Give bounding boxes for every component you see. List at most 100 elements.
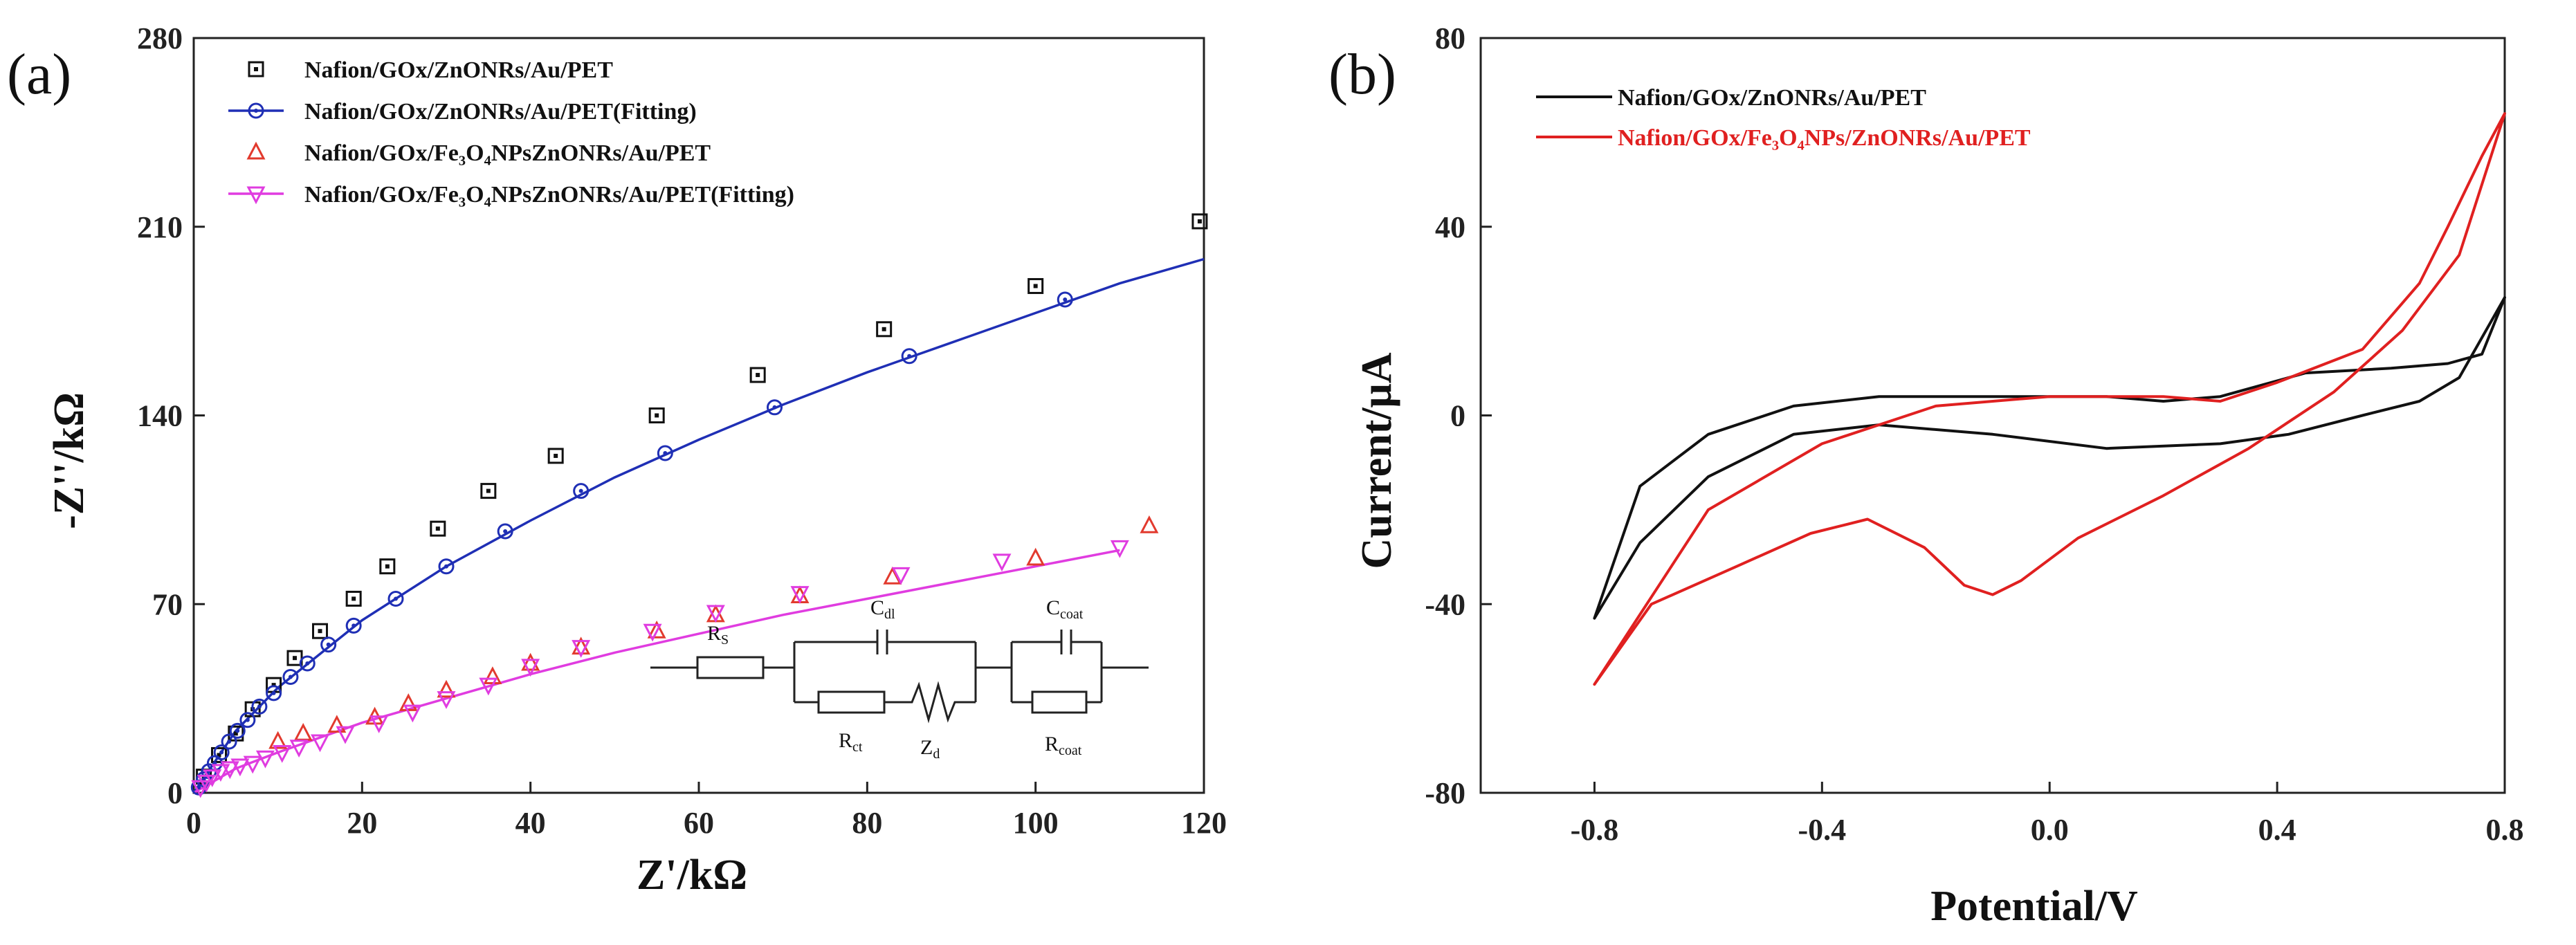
legend-b: Nafion/GOx/ZnONRs/Au/PET Nafion/GOx/Fe₃O₄… (1536, 85, 2031, 151)
data-point-series-0 (312, 623, 328, 639)
legend-marker-1 (248, 102, 264, 119)
data-point-series-0 (211, 746, 227, 763)
data-point-series-3 (311, 734, 329, 753)
axes-a: 0 20 40 60 80 100 120 0 70 140 210 280 (137, 21, 1227, 840)
data-point-series-3 (521, 659, 540, 677)
y-tick-label-a: 210 (137, 210, 183, 244)
data-point-series-2 (647, 620, 666, 639)
legend-marker-3 (246, 186, 266, 205)
data-point-series-1 (221, 733, 237, 750)
circuit-label-rct: Rct (839, 729, 863, 755)
y-tick-label-a: 0 (167, 776, 183, 810)
data-point-series-0-dot (293, 656, 297, 661)
data-point-series-0-dot (318, 629, 322, 634)
data-point-series-3 (992, 553, 1012, 572)
legend-label-2: Nafion/GOx/Fe₃O₄NPsZnONRs/Au/PET (304, 140, 711, 166)
data-point-series-1 (901, 348, 917, 365)
x-tick-label-a: 60 (684, 806, 714, 840)
y-axis-label-a: -Z''/kΩ (46, 392, 93, 529)
warburg-element (884, 681, 976, 724)
data-point-series-0 (1191, 213, 1208, 230)
data-point-series-1 (387, 590, 404, 607)
rcoat-resistor (1031, 690, 1088, 714)
x-tick-label-b: 0.4 (2258, 813, 2296, 847)
legend-label-3: Nafion/GOx/Fe₃O₄NPsZnONRs/Au/PET(Fitting… (304, 182, 794, 208)
data-point-series-3 (243, 755, 262, 774)
data-point-series-0 (430, 520, 446, 537)
data-point-series-0-dot (217, 753, 221, 758)
data-point-series-1-dot (907, 354, 912, 358)
data-point-series-0 (379, 558, 396, 575)
legend-marker-0-dot (254, 67, 258, 71)
cv-loop-series-1 (1593, 112, 2506, 686)
data-point-series-0-dot (271, 683, 276, 688)
data-point-series-3 (230, 758, 250, 777)
data-point-series-3 (220, 761, 239, 780)
data-point-series-1 (266, 685, 282, 701)
data-point-series-1-dot (772, 405, 777, 410)
data-point-series-2 (437, 679, 456, 698)
y-tick-label-a: 280 (137, 21, 183, 55)
y-tick-label-b: -80 (1425, 776, 1465, 810)
data-point-series-0 (876, 321, 893, 338)
data-point-series-3 (211, 764, 230, 782)
data-point-series-3 (289, 740, 309, 758)
data-point-series-2 (327, 715, 347, 733)
data-point-series-1-dot (305, 661, 310, 666)
circuit-label-cdl: Cdl (870, 596, 895, 622)
data-point-series-3 (706, 605, 725, 623)
data-point-series-1 (767, 399, 783, 416)
data-point-series-3 (1110, 540, 1129, 558)
rct-resistor (817, 690, 886, 714)
data-point-series-0-dot (385, 564, 390, 569)
data-point-series-1 (229, 722, 246, 739)
cv-curves-b (1593, 112, 2506, 686)
data-point-series-3 (203, 769, 222, 787)
legend-label-0: Nafion/GOx/ZnONRs/Au/PET (304, 57, 613, 83)
legend-label-b-1: Nafion/GOx/Fe₃O₄NPs/ZnONRs/Au/PET (1618, 125, 2031, 151)
chart-b: (b) -0.8 -0.4 0.0 0.4 0.8 80 40 0 -40 -80 Potenti… (1328, 21, 2524, 930)
circuit-label-zd: Zd (920, 736, 940, 762)
data-point-series-0 (345, 590, 362, 607)
data-point-series-0-dot (554, 453, 558, 458)
data-point-series-1 (497, 523, 513, 540)
data-point-series-1 (345, 617, 362, 634)
data-point-series-0-dot (655, 413, 659, 418)
data-point-series-1-dot (271, 690, 276, 695)
x-axis-label-b: Potential/V (1930, 883, 2138, 930)
x-tick-label-b: -0.8 (1571, 813, 1619, 847)
plot-frame-b (1479, 37, 2506, 794)
circuit-label-rs: RS (707, 622, 729, 648)
data-point-series-2 (399, 693, 418, 711)
data-point-series-3 (403, 704, 422, 723)
data-point-series-0-dot (233, 731, 238, 736)
data-point-series-1 (251, 698, 268, 715)
circuit-label-ccoat: Ccoat (1046, 596, 1084, 622)
data-point-series-2 (268, 731, 288, 749)
data-point-series-3 (437, 691, 456, 709)
data-point-series-1-dot (257, 704, 262, 709)
data-point-series-0-dot (351, 596, 356, 601)
data-point-series-1-dot (227, 739, 232, 744)
x-axis-label-a: Z'/kΩ (637, 852, 747, 899)
data-point-series-2 (1140, 515, 1159, 533)
data-point-series-0-dot (756, 373, 760, 378)
data-point-series-1-dot (235, 728, 240, 733)
data-point-series-1 (213, 744, 230, 761)
data-point-series-1-dot (663, 451, 668, 456)
panel-label-b: (b) (1328, 42, 1396, 107)
data-point-series-2 (1026, 547, 1045, 566)
legend-marker-2 (246, 141, 266, 160)
y-tick-label-b: 80 (1435, 21, 1465, 55)
data-point-series-3 (255, 750, 275, 769)
chart-a: (a) 0 20 40 60 80 100 120 0 70 140 210 280 Z'/kΩ -Z… (7, 21, 1227, 899)
circuit-inset (650, 630, 1149, 724)
legend-a: Nafion/GOx/ZnONRs/Au/PET Nafion/GOx/ZnONR… (228, 57, 794, 208)
legend-label-b-0: Nafion/GOx/ZnONRs/Au/PET (1618, 85, 1926, 111)
data-point-series-3 (273, 745, 292, 763)
data-point-series-3 (891, 567, 911, 585)
x-tick-label-a: 0 (186, 806, 201, 840)
data-point-series-1 (320, 636, 337, 653)
data-point-series-1 (438, 558, 455, 575)
data-point-series-1-dot (219, 750, 224, 755)
